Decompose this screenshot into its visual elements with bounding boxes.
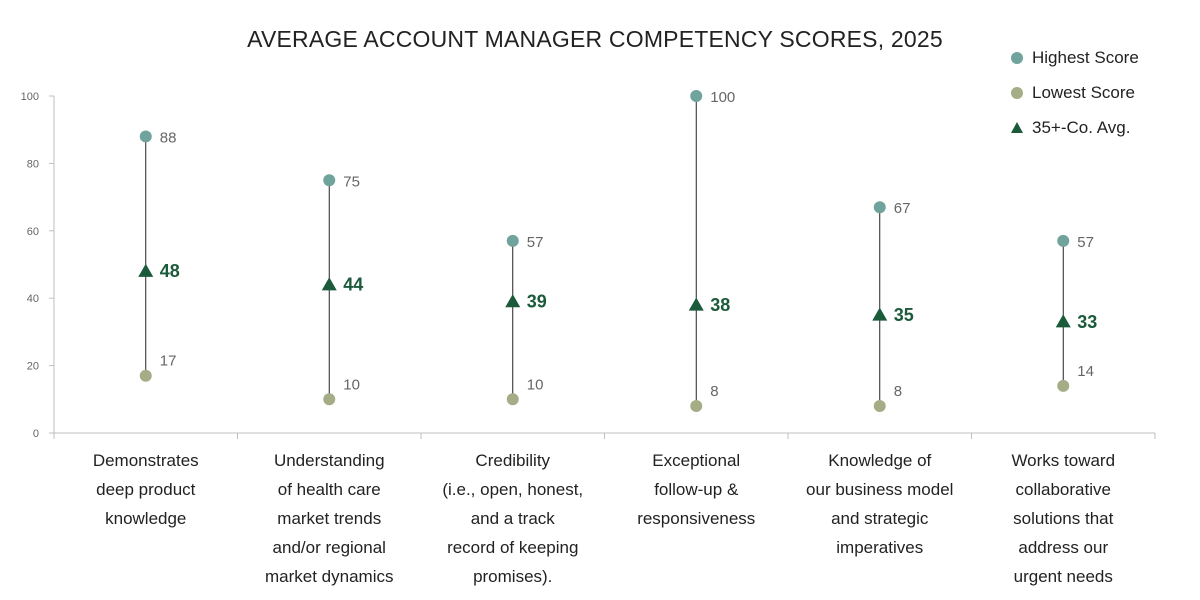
average-score-label: 38 xyxy=(710,295,730,315)
x-category-label: urgent needs xyxy=(1014,567,1113,586)
average-score-label: 33 xyxy=(1077,312,1097,332)
x-category-label: follow-up & xyxy=(654,480,739,499)
x-category-label: Exceptional xyxy=(652,451,740,470)
lowest-score-label: 8 xyxy=(710,383,718,400)
x-category-label: of health care xyxy=(278,480,381,499)
highest-score-point xyxy=(873,201,886,214)
lowest-score-point xyxy=(690,400,703,413)
legend-lowest-label: Lowest Score xyxy=(1032,82,1135,102)
average-score-point xyxy=(321,277,337,291)
x-category-label: knowledge xyxy=(105,509,186,528)
highest-score-label: 57 xyxy=(1077,234,1094,251)
lowest-score-point xyxy=(323,393,336,406)
highest-score-label: 88 xyxy=(160,129,177,146)
chart-title: AVERAGE ACCOUNT MANAGER COMPETENCY SCORE… xyxy=(247,26,943,52)
average-score-label: 39 xyxy=(527,292,547,312)
x-category-label: address our xyxy=(1018,538,1108,557)
lowest-score-point xyxy=(506,393,519,406)
lowest-score-label: 14 xyxy=(1077,363,1094,380)
x-category-label: Understanding xyxy=(274,451,385,470)
average-score-label: 48 xyxy=(160,261,180,281)
highest-score-label: 67 xyxy=(894,200,911,217)
highest-score-point xyxy=(690,90,703,102)
highest-score-label: 75 xyxy=(343,173,360,190)
average-score-point xyxy=(1055,314,1071,328)
lowest-score-point xyxy=(1057,379,1070,392)
highest-score-point xyxy=(323,174,336,187)
x-category-label: solutions that xyxy=(1013,509,1113,528)
legend-item-lowest: Lowest Score xyxy=(1010,75,1139,110)
y-tick-label: 40 xyxy=(27,293,39,305)
y-tick-label: 60 xyxy=(27,226,39,238)
legend: Highest Score Lowest Score 35+-Co. Avg. xyxy=(1010,40,1139,145)
average-score-point xyxy=(872,307,888,321)
highest-score-label: 57 xyxy=(527,234,544,251)
lowest-score-point xyxy=(139,369,152,382)
legend-highest-label: Highest Score xyxy=(1032,47,1139,67)
x-category-label: (i.e., open, honest, xyxy=(442,480,583,499)
legend-average-label: 35+-Co. Avg. xyxy=(1032,117,1131,137)
highest-score-point xyxy=(506,234,519,247)
x-category-label: Works toward xyxy=(1011,451,1115,470)
lowest-score-label: 8 xyxy=(894,383,902,400)
average-score-label: 44 xyxy=(343,275,363,295)
highest-score-point xyxy=(139,130,152,143)
average-score-point xyxy=(505,294,521,308)
x-category-label: our business model xyxy=(806,480,953,499)
y-tick-label: 20 xyxy=(27,361,39,373)
x-category-label: promises). xyxy=(473,567,552,586)
x-category-label: record of keeping xyxy=(447,538,578,557)
x-category-label: and/or regional xyxy=(273,538,386,557)
lowest-score-point xyxy=(873,400,886,413)
legend-lowest-marker-icon xyxy=(1011,86,1023,99)
x-category-label: market dynamics xyxy=(265,567,393,586)
y-tick-label: 0 xyxy=(33,428,39,440)
lowest-score-label: 17 xyxy=(160,353,177,370)
average-score-point xyxy=(138,263,154,277)
legend-item-average: 35+-Co. Avg. xyxy=(1010,110,1139,145)
average-score-point xyxy=(688,297,704,311)
x-category-label: market trends xyxy=(277,509,381,528)
average-score-label: 35 xyxy=(894,305,914,325)
legend-average-marker-icon xyxy=(1011,122,1023,133)
y-tick-label: 100 xyxy=(21,91,39,103)
x-category-label: and a track xyxy=(471,509,556,528)
x-category-label: deep product xyxy=(96,480,196,499)
x-category-label: Knowledge of xyxy=(828,451,931,470)
x-category-label: imperatives xyxy=(836,538,923,557)
x-category-label: Demonstrates xyxy=(93,451,199,470)
x-category-label: responsiveness xyxy=(637,509,755,528)
lowest-score-label: 10 xyxy=(343,376,360,393)
legend-item-highest: Highest Score xyxy=(1010,40,1139,75)
x-category-label: collaborative xyxy=(1016,480,1111,499)
highest-score-label: 100 xyxy=(710,89,735,106)
y-tick-label: 80 xyxy=(27,158,39,170)
x-category-label: and strategic xyxy=(831,509,929,528)
highest-score-point xyxy=(1057,234,1070,247)
legend-highest-marker-icon xyxy=(1011,51,1023,64)
lowest-score-label: 10 xyxy=(527,376,544,393)
x-category-label: Credibility xyxy=(475,451,550,470)
